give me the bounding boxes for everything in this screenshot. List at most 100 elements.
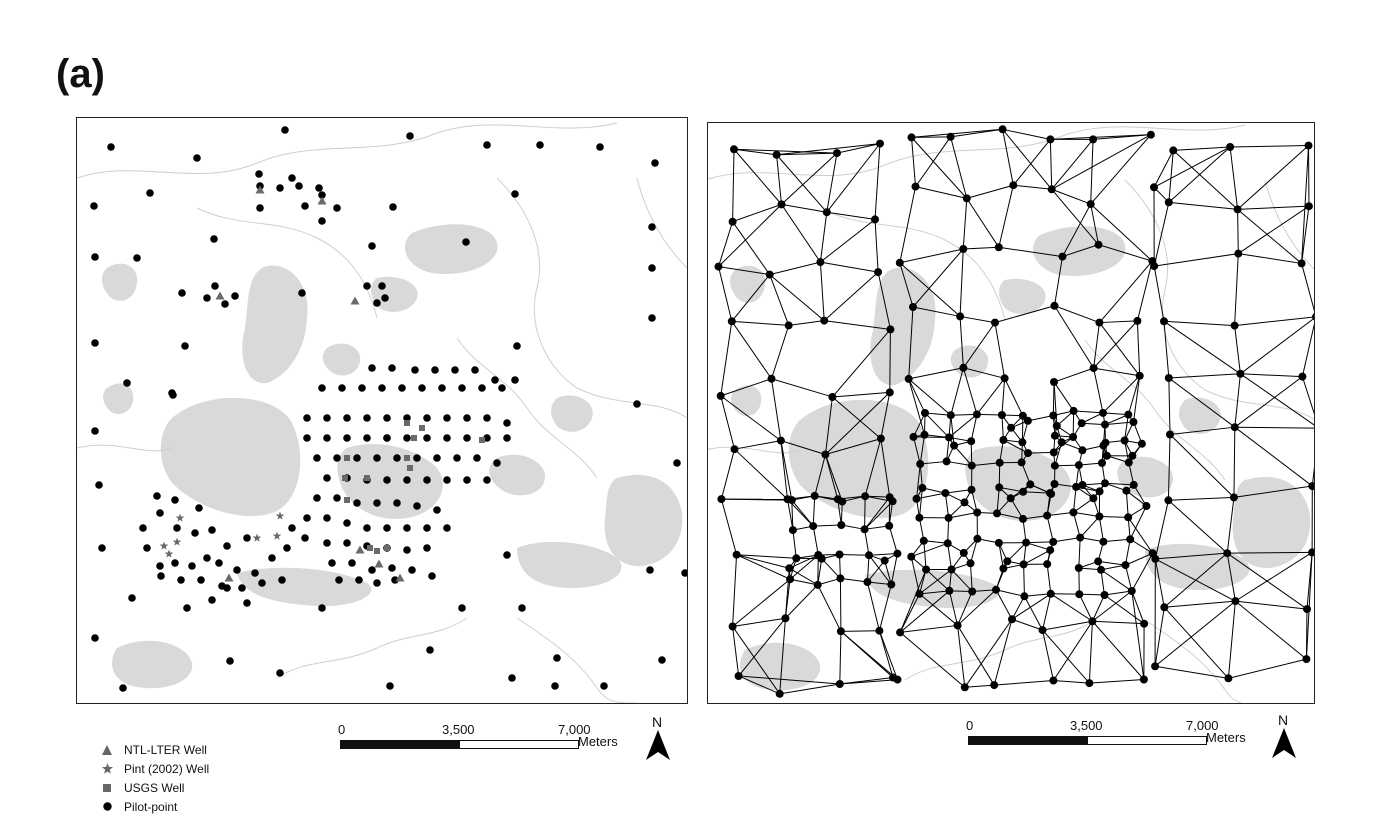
network-edge <box>1001 414 1004 441</box>
pilot-point <box>473 454 481 462</box>
pilot-point <box>333 454 341 462</box>
network-node <box>1076 533 1085 542</box>
network-edge <box>948 512 978 519</box>
network-edge <box>969 538 978 564</box>
pint-2002-well <box>175 513 185 522</box>
north-arrow-right: N <box>1270 712 1298 760</box>
network-node <box>953 621 962 630</box>
network-edge <box>996 512 1024 520</box>
network-edge <box>971 462 1000 467</box>
network-edge <box>1136 320 1141 376</box>
pilot-point <box>483 476 491 484</box>
network-edge <box>1301 323 1314 377</box>
network-node <box>1078 446 1087 455</box>
network-node <box>1024 449 1032 458</box>
network-edge <box>1153 266 1165 322</box>
pilot-point <box>471 366 479 374</box>
network-node <box>1135 371 1144 380</box>
network-edge <box>1168 377 1236 428</box>
network-node <box>1150 183 1158 192</box>
network-edge <box>738 675 780 695</box>
network-node <box>809 522 818 531</box>
pilot-point <box>283 544 291 552</box>
network-node <box>1124 410 1133 419</box>
network-edge <box>1226 553 1236 602</box>
network-edge <box>899 631 966 688</box>
pilot-point <box>378 384 386 392</box>
network-edge <box>769 274 825 322</box>
lake <box>322 343 361 376</box>
lake <box>788 399 929 519</box>
network-node <box>767 374 776 383</box>
network-edge <box>1154 500 1169 560</box>
network-node <box>1077 419 1086 428</box>
network-node <box>836 574 845 583</box>
pilot-point <box>393 499 401 507</box>
network-edge <box>1047 511 1074 517</box>
scale-bar-light-segment <box>459 740 579 749</box>
network-node <box>1148 549 1157 558</box>
network-edge <box>1131 590 1145 624</box>
pilot-point <box>383 414 391 422</box>
network-node <box>896 628 905 637</box>
network-node <box>1298 372 1307 381</box>
ntl-lter-well <box>224 573 234 582</box>
pilot-point <box>383 524 391 532</box>
basemap <box>77 122 687 703</box>
network-edge <box>776 154 828 213</box>
pilot-point <box>646 566 654 574</box>
network-edge <box>1046 564 1052 594</box>
network-edge <box>1227 601 1236 679</box>
network-edge <box>1168 496 1234 501</box>
network-node <box>813 580 822 589</box>
network-edge <box>1099 516 1129 518</box>
stream <box>276 617 468 679</box>
pilot-point <box>368 364 376 372</box>
network-node <box>1057 438 1066 447</box>
lake <box>604 474 683 567</box>
network-edge <box>731 274 771 322</box>
network-edge <box>1240 373 1314 426</box>
network-node <box>787 496 796 505</box>
network-edge <box>1234 253 1239 326</box>
network-edge <box>911 137 968 199</box>
scale-bar-dark-segment <box>968 736 1088 745</box>
network-node <box>921 409 929 417</box>
network-node <box>943 539 952 548</box>
network-edge <box>839 631 842 684</box>
pilot-point <box>363 414 371 422</box>
network-edge <box>787 499 794 531</box>
pilot-point <box>318 384 326 392</box>
network-edge <box>865 495 890 498</box>
stream <box>708 124 1246 180</box>
network-edge <box>953 445 973 466</box>
pilot-point <box>119 684 127 692</box>
network-node <box>835 550 844 559</box>
network-edge <box>1079 516 1100 538</box>
network-edge <box>1042 629 1090 684</box>
network-edge <box>1099 322 1141 377</box>
network-node <box>909 303 917 311</box>
network-edge <box>721 498 792 501</box>
network-edge <box>776 143 881 156</box>
network-edge <box>1154 253 1239 267</box>
pilot-point <box>483 141 491 149</box>
north-arrow-left: N <box>644 714 672 762</box>
wells <box>159 185 485 582</box>
network-node <box>1233 205 1242 214</box>
pilot-point <box>195 504 203 512</box>
network-edge <box>1079 593 1105 596</box>
network-edge <box>920 460 947 465</box>
pilot-point <box>423 476 431 484</box>
network-edge <box>966 198 1000 248</box>
network-node <box>1126 535 1135 544</box>
network-node <box>822 208 831 217</box>
network-node <box>1122 486 1131 495</box>
pilot-point <box>381 294 389 302</box>
network-edge <box>1053 381 1075 412</box>
pilot-point <box>211 282 219 290</box>
lake <box>870 267 936 386</box>
network-edge <box>1169 434 1235 498</box>
legend-label: Pint (2002) Well <box>124 761 210 776</box>
network-edge <box>924 434 950 438</box>
